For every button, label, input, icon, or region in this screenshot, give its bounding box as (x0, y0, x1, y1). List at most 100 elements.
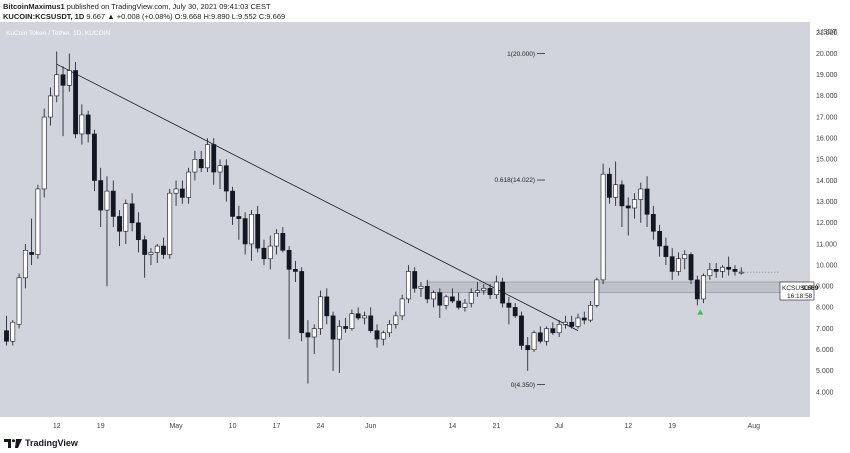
candle-body-bearish (437, 292, 443, 306)
y-tick-label: 9.000 (816, 284, 834, 291)
candle (167, 188, 173, 259)
candle (230, 186, 235, 225)
candle-body-bullish (48, 95, 53, 118)
y-tick-label: 10.000 (816, 262, 838, 269)
x-tick-label: 19 (97, 423, 105, 430)
candle (456, 292, 462, 310)
candle (161, 237, 166, 259)
candle (318, 290, 323, 335)
candle-body-bearish (299, 271, 305, 334)
author-name[interactable]: BitcoinMaximus1 (3, 2, 65, 11)
x-tick-label: Aug (748, 423, 761, 430)
candle-body-bullish (186, 171, 192, 198)
ohlc-values: 9.667 ▲ +0.008 (+0.08%) O:9.668 H:9.890 … (86, 12, 286, 21)
candle (688, 252, 694, 285)
candle (569, 315, 575, 329)
candle (311, 324, 317, 354)
candle (475, 282, 480, 297)
candle (330, 311, 336, 371)
candle (16, 273, 22, 329)
tradingview-logo[interactable]: TradingView (4, 438, 78, 448)
candle-body-bearish (449, 296, 455, 302)
candle (531, 330, 537, 352)
y-tick-label: 11.000 (816, 241, 837, 248)
candle (613, 161, 619, 206)
candle-body-bearish (324, 296, 330, 317)
candle (223, 159, 229, 202)
candle (305, 320, 311, 384)
candle (135, 212, 141, 253)
candle-body-bearish (688, 254, 694, 281)
candle (738, 267, 744, 275)
candle (732, 265, 738, 276)
candle-body-bearish (211, 144, 217, 173)
candle (368, 307, 374, 333)
candle (707, 262, 713, 280)
y-tick-label: 13.000 (816, 199, 838, 206)
y-tick-label: 21.000 (816, 30, 838, 37)
candle (217, 159, 223, 189)
candle-body-bearish (4, 330, 9, 342)
candle (98, 167, 104, 228)
candle-body-bullish (267, 245, 273, 260)
candle (110, 180, 116, 228)
candle (638, 182, 644, 223)
candle-body-bullish (362, 315, 367, 319)
candle-body-bullish (205, 144, 210, 169)
candle-body-bullish (556, 324, 562, 334)
price-axis[interactable] (810, 22, 850, 434)
candle (292, 260, 298, 283)
candle (48, 87, 53, 126)
candle (85, 110, 91, 143)
candle (468, 288, 474, 308)
candle-body-bearish (374, 330, 380, 340)
candle-body-bearish (73, 70, 78, 135)
candle (632, 193, 637, 219)
candle-body-bullish (544, 328, 549, 342)
candle (431, 290, 436, 308)
currency-label: USDT (818, 29, 838, 36)
candle (41, 108, 47, 198)
candle (657, 224, 663, 257)
candle-body-bullish (41, 116, 47, 190)
candle (236, 205, 242, 240)
candle-body-bullish (10, 321, 16, 342)
y-tick-label: 6.000 (816, 347, 834, 354)
candle-body-bullish (173, 188, 179, 194)
candle-body-bearish (129, 203, 135, 224)
candle (255, 205, 261, 253)
candle-body-bullish (676, 258, 681, 272)
candle-body-bearish (85, 114, 91, 135)
candle (669, 248, 675, 280)
candle (682, 250, 688, 270)
time-axis[interactable] (0, 417, 810, 434)
candle-body-bullish (418, 285, 424, 289)
candle-body-bullish (192, 159, 198, 173)
candle (179, 180, 185, 204)
candle-body-bullish (16, 277, 22, 325)
candle (249, 210, 254, 261)
price-chart[interactable]: KuCoin Token / Tether, 1D, KUCOIN USDT 1… (0, 22, 850, 434)
candle-body-bearish (713, 269, 719, 272)
y-tick-label: 15.000 (816, 157, 838, 164)
candle (519, 311, 524, 350)
candle (60, 66, 66, 137)
candle-body-bullish (104, 190, 110, 211)
candle (242, 212, 248, 255)
candle-body-bearish (110, 190, 116, 217)
candle-body-bearish (525, 345, 531, 351)
symbol-name: KUCOIN:KCSUSDT, 1D (3, 12, 85, 21)
candle (324, 288, 330, 325)
candle (506, 296, 512, 325)
buy-arrow-marker (697, 309, 704, 315)
candle (286, 246, 292, 340)
candle (66, 53, 72, 92)
candle (525, 337, 531, 371)
y-tick-label: 20.000 (816, 51, 838, 58)
candle (500, 277, 506, 308)
candle-body-bearish (519, 315, 524, 346)
candle-body-bullish (217, 165, 223, 173)
candle (393, 311, 399, 329)
candle (594, 277, 600, 308)
candle-body-bullish (632, 199, 637, 209)
